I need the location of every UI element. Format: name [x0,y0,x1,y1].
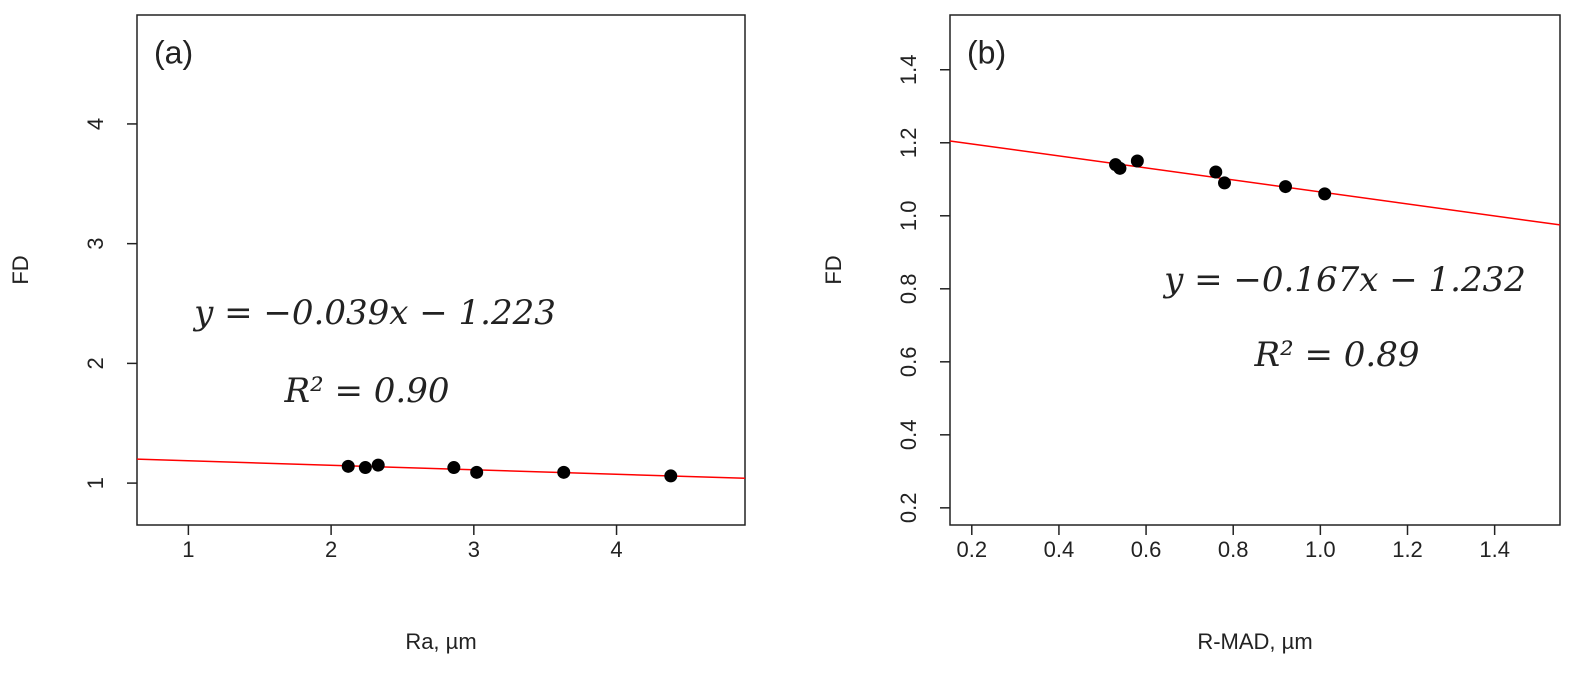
fit-line [136,458,746,480]
data-point [358,461,372,475]
fit-line [949,140,1561,226]
x-tick-label: 2 [325,537,337,562]
y-tick-label: 1 [83,477,108,489]
y-tick-label: 2 [83,357,108,369]
data-point [557,465,571,479]
y-tick-label: 1.4 [896,54,921,85]
x-tick-label: 3 [468,537,480,562]
y-tick-label: 3 [83,238,108,250]
r-squared: R² = 0.89 [1253,335,1419,375]
r-squared: R² = 0.90 [283,371,449,411]
y-tick-label: 0.4 [896,420,921,451]
data-point [1218,176,1231,190]
equation: y = −0.039x − 1.223 [192,293,556,333]
equation: y = −0.167x − 1.232 [1162,260,1526,300]
y-tick-label: 1.0 [896,200,921,231]
data-point [470,465,484,479]
x-tick-label: 1.2 [1392,537,1423,562]
data-point [341,459,355,473]
x-tick-label: 0.6 [1131,537,1162,562]
y-axis-label: FD [821,255,846,284]
x-tick-label: 0.8 [1218,537,1249,562]
x-tick-label: 1.0 [1305,537,1336,562]
data-point [447,461,461,475]
y-tick-label: 0.8 [896,274,921,305]
plot-frame [136,14,746,526]
data-point [1209,165,1223,179]
y-tick-label: 0.6 [896,347,921,378]
data-point [1279,180,1292,194]
panel-label: (a) [154,34,193,70]
y-tick-label: 1.2 [896,127,921,158]
x-axis-label: R-MAD, µm [1197,629,1312,654]
data-point [664,469,678,483]
data-point [1113,161,1127,175]
x-tick-label: 0.4 [1044,537,1075,562]
data-point [1318,187,1332,201]
panel-label: (b) [967,34,1006,70]
y-axis-label: FD [8,255,33,284]
x-tick-label: 1.4 [1479,537,1510,562]
data-point [1130,154,1144,168]
x-tick-label: 1 [182,537,194,562]
y-tick-label: 0.2 [896,493,921,524]
x-tick-label: 0.2 [956,537,987,562]
x-tick-label: 4 [610,537,622,562]
x-axis-label: Ra, µm [405,629,476,654]
y-tick-label: 4 [83,118,108,130]
plot-frame [949,14,1561,526]
data-point [371,458,385,472]
